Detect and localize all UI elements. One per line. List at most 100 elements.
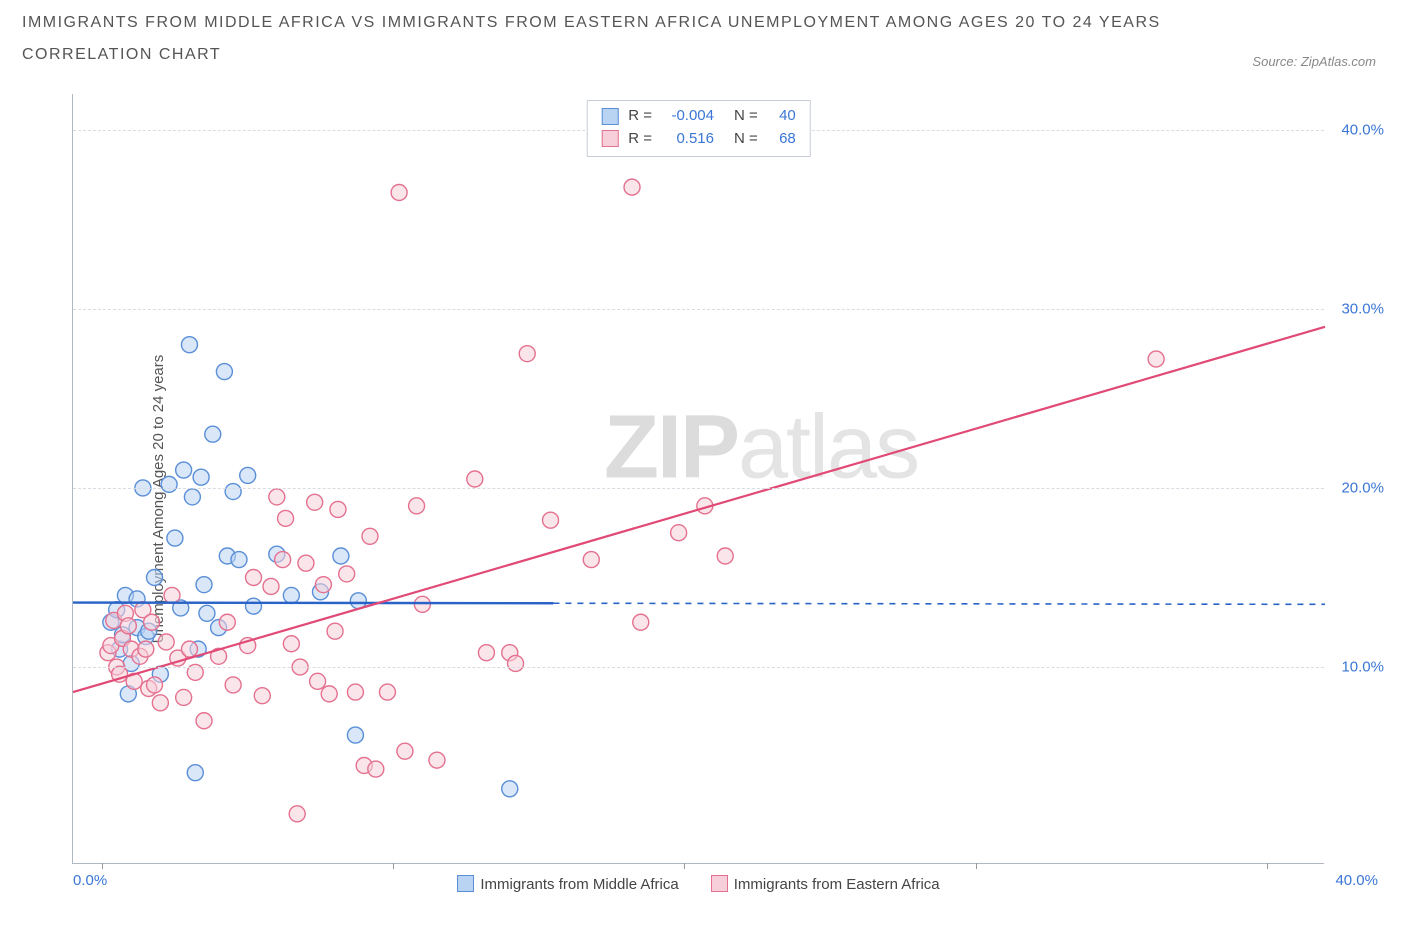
scatter-point bbox=[717, 548, 733, 564]
scatter-point bbox=[184, 489, 200, 505]
legend-label: Immigrants from Middle Africa bbox=[480, 876, 678, 893]
scatter-point bbox=[310, 673, 326, 689]
legend-swatch bbox=[601, 130, 618, 147]
scatter-point bbox=[246, 598, 262, 614]
x-tick bbox=[684, 863, 685, 869]
scatter-point bbox=[269, 489, 285, 505]
scatter-point bbox=[315, 577, 331, 593]
scatter-point bbox=[181, 641, 197, 657]
gridline bbox=[73, 488, 1324, 489]
scatter-point bbox=[391, 184, 407, 200]
scatter-point bbox=[176, 689, 192, 705]
r-value: -0.004 bbox=[662, 105, 714, 128]
scatter-point bbox=[502, 781, 518, 797]
gridline bbox=[73, 309, 1324, 310]
scatter-point bbox=[327, 623, 343, 639]
scatter-point bbox=[196, 577, 212, 593]
n-value: 68 bbox=[768, 128, 796, 151]
scatter-point bbox=[333, 548, 349, 564]
legend-item: Immigrants from Middle Africa bbox=[457, 876, 678, 893]
x-tick bbox=[976, 863, 977, 869]
scatter-point bbox=[225, 677, 241, 693]
trend-line bbox=[73, 603, 553, 604]
scatter-point bbox=[167, 530, 183, 546]
scatter-point bbox=[283, 587, 299, 603]
legend-swatch bbox=[601, 108, 618, 125]
scatter-point bbox=[307, 494, 323, 510]
scatter-point bbox=[347, 727, 363, 743]
scatter-point bbox=[181, 337, 197, 353]
scatter-point bbox=[409, 498, 425, 514]
correlation-chart: Unemployment Among Ages 20 to 24 years Z… bbox=[22, 94, 1384, 904]
scatter-point bbox=[138, 641, 154, 657]
scatter-point bbox=[467, 471, 483, 487]
scatter-point bbox=[283, 636, 299, 652]
legend-label: Immigrants from Eastern Africa bbox=[734, 876, 940, 893]
trend-line-extension bbox=[553, 603, 1325, 604]
scatter-point bbox=[1148, 351, 1164, 367]
plot-area: ZIPatlas 0.0% 40.0% R =-0.004N =40R =0.5… bbox=[72, 94, 1324, 864]
scatter-point bbox=[543, 512, 559, 528]
scatter-point bbox=[231, 552, 247, 568]
legend-stats-box: R = -0.004 N = 40R = 0.516 N = 68 bbox=[586, 100, 811, 157]
scatter-point bbox=[379, 684, 395, 700]
scatter-point bbox=[176, 462, 192, 478]
n-label: N = bbox=[734, 105, 758, 128]
scatter-point bbox=[298, 555, 314, 571]
chart-header: IMMIGRANTS FROM MIDDLE AFRICA VS IMMIGRA… bbox=[0, 0, 1406, 70]
scatter-point bbox=[330, 501, 346, 517]
legend-item: Immigrants from Eastern Africa bbox=[711, 876, 940, 893]
n-value: 40 bbox=[768, 105, 796, 128]
scatter-point bbox=[633, 614, 649, 630]
scatter-point bbox=[187, 765, 203, 781]
scatter-point bbox=[278, 510, 294, 526]
scatter-point bbox=[289, 806, 305, 822]
scatter-point bbox=[321, 686, 337, 702]
x-axis-max-label: 40.0% bbox=[1335, 872, 1378, 889]
y-tick-label: 40.0% bbox=[1341, 121, 1384, 138]
scatter-point bbox=[429, 752, 445, 768]
title-line-1: IMMIGRANTS FROM MIDDLE AFRICA VS IMMIGRA… bbox=[22, 14, 1384, 32]
scatter-point bbox=[397, 743, 413, 759]
scatter-point bbox=[199, 605, 215, 621]
scatter-point bbox=[508, 655, 524, 671]
x-tick bbox=[393, 863, 394, 869]
title-line-2: CORRELATION CHART bbox=[22, 46, 1384, 64]
scatter-point bbox=[164, 587, 180, 603]
scatter-point bbox=[225, 484, 241, 500]
n-label: N = bbox=[734, 128, 758, 151]
scatter-point bbox=[275, 552, 291, 568]
scatter-point bbox=[196, 713, 212, 729]
scatter-point bbox=[254, 688, 270, 704]
source-value: ZipAtlas.com bbox=[1301, 54, 1376, 69]
scatter-point bbox=[120, 618, 136, 634]
y-tick-label: 30.0% bbox=[1341, 300, 1384, 317]
scatter-point bbox=[158, 634, 174, 650]
y-tick-label: 20.0% bbox=[1341, 479, 1384, 496]
source-attribution: Source: ZipAtlas.com bbox=[1252, 54, 1376, 69]
legend-stat-row: R =0.516N =68 bbox=[601, 128, 796, 151]
scatter-point bbox=[193, 469, 209, 485]
x-tick bbox=[1267, 863, 1268, 869]
scatter-point bbox=[339, 566, 355, 582]
scatter-point bbox=[219, 614, 235, 630]
y-tick-label: 10.0% bbox=[1341, 659, 1384, 676]
scatter-point bbox=[347, 684, 363, 700]
legend-stat-row: R = -0.004 N = 40 bbox=[601, 105, 796, 128]
scatter-point bbox=[205, 426, 221, 442]
r-value: 0.516 bbox=[662, 128, 714, 151]
scatter-point bbox=[583, 552, 599, 568]
scatter-point bbox=[362, 528, 378, 544]
scatter-point bbox=[144, 614, 160, 630]
legend-swatch bbox=[711, 875, 728, 892]
scatter-point bbox=[624, 179, 640, 195]
x-tick bbox=[102, 863, 103, 869]
plot-svg bbox=[73, 94, 1325, 864]
scatter-point bbox=[414, 596, 430, 612]
scatter-point bbox=[147, 677, 163, 693]
scatter-point bbox=[216, 364, 232, 380]
r-label: R = bbox=[628, 105, 652, 128]
source-label: Source: bbox=[1252, 54, 1297, 69]
scatter-point bbox=[161, 476, 177, 492]
scatter-point bbox=[246, 569, 262, 585]
